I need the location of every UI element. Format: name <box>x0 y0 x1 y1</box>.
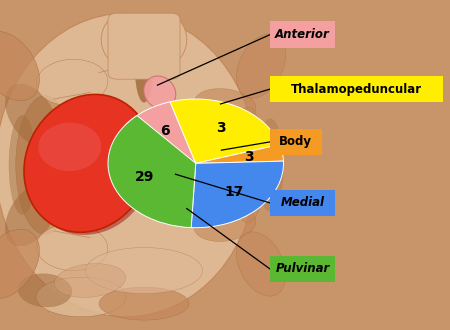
Ellipse shape <box>18 274 72 307</box>
Wedge shape <box>170 99 279 163</box>
Ellipse shape <box>146 15 187 64</box>
Ellipse shape <box>0 0 360 330</box>
FancyBboxPatch shape <box>270 76 443 102</box>
Ellipse shape <box>256 119 284 211</box>
Wedge shape <box>126 102 196 163</box>
FancyBboxPatch shape <box>270 190 335 216</box>
Text: 29: 29 <box>135 170 154 184</box>
Ellipse shape <box>24 94 152 232</box>
Ellipse shape <box>236 34 286 98</box>
Ellipse shape <box>36 277 126 317</box>
Ellipse shape <box>86 248 202 294</box>
FancyBboxPatch shape <box>108 13 180 79</box>
Ellipse shape <box>38 123 101 171</box>
Ellipse shape <box>36 224 108 271</box>
Ellipse shape <box>0 31 40 101</box>
Text: 3: 3 <box>216 121 226 135</box>
Ellipse shape <box>36 59 108 106</box>
Ellipse shape <box>194 207 256 242</box>
Wedge shape <box>196 145 284 163</box>
Text: 3: 3 <box>245 150 254 164</box>
Text: 17: 17 <box>224 185 243 199</box>
Ellipse shape <box>27 97 155 235</box>
Text: Anterior: Anterior <box>275 28 330 41</box>
Ellipse shape <box>99 287 189 320</box>
Ellipse shape <box>135 30 153 102</box>
Ellipse shape <box>230 107 266 223</box>
Text: Body: Body <box>279 135 312 148</box>
Text: Pulvinar: Pulvinar <box>275 262 330 276</box>
Text: 6: 6 <box>160 124 169 138</box>
Ellipse shape <box>0 229 40 299</box>
Ellipse shape <box>0 13 256 317</box>
Ellipse shape <box>16 96 74 234</box>
Ellipse shape <box>144 76 176 109</box>
Ellipse shape <box>194 88 256 123</box>
Wedge shape <box>191 161 284 228</box>
Ellipse shape <box>5 183 58 246</box>
Ellipse shape <box>9 115 36 214</box>
Ellipse shape <box>5 84 58 147</box>
Ellipse shape <box>54 264 126 297</box>
FancyBboxPatch shape <box>270 256 335 282</box>
Ellipse shape <box>236 232 286 296</box>
Ellipse shape <box>101 15 142 64</box>
Text: Thalamopeduncular: Thalamopeduncular <box>291 82 422 96</box>
Wedge shape <box>108 115 196 228</box>
Text: Medial: Medial <box>281 196 324 210</box>
FancyBboxPatch shape <box>270 21 335 48</box>
FancyBboxPatch shape <box>270 129 322 155</box>
